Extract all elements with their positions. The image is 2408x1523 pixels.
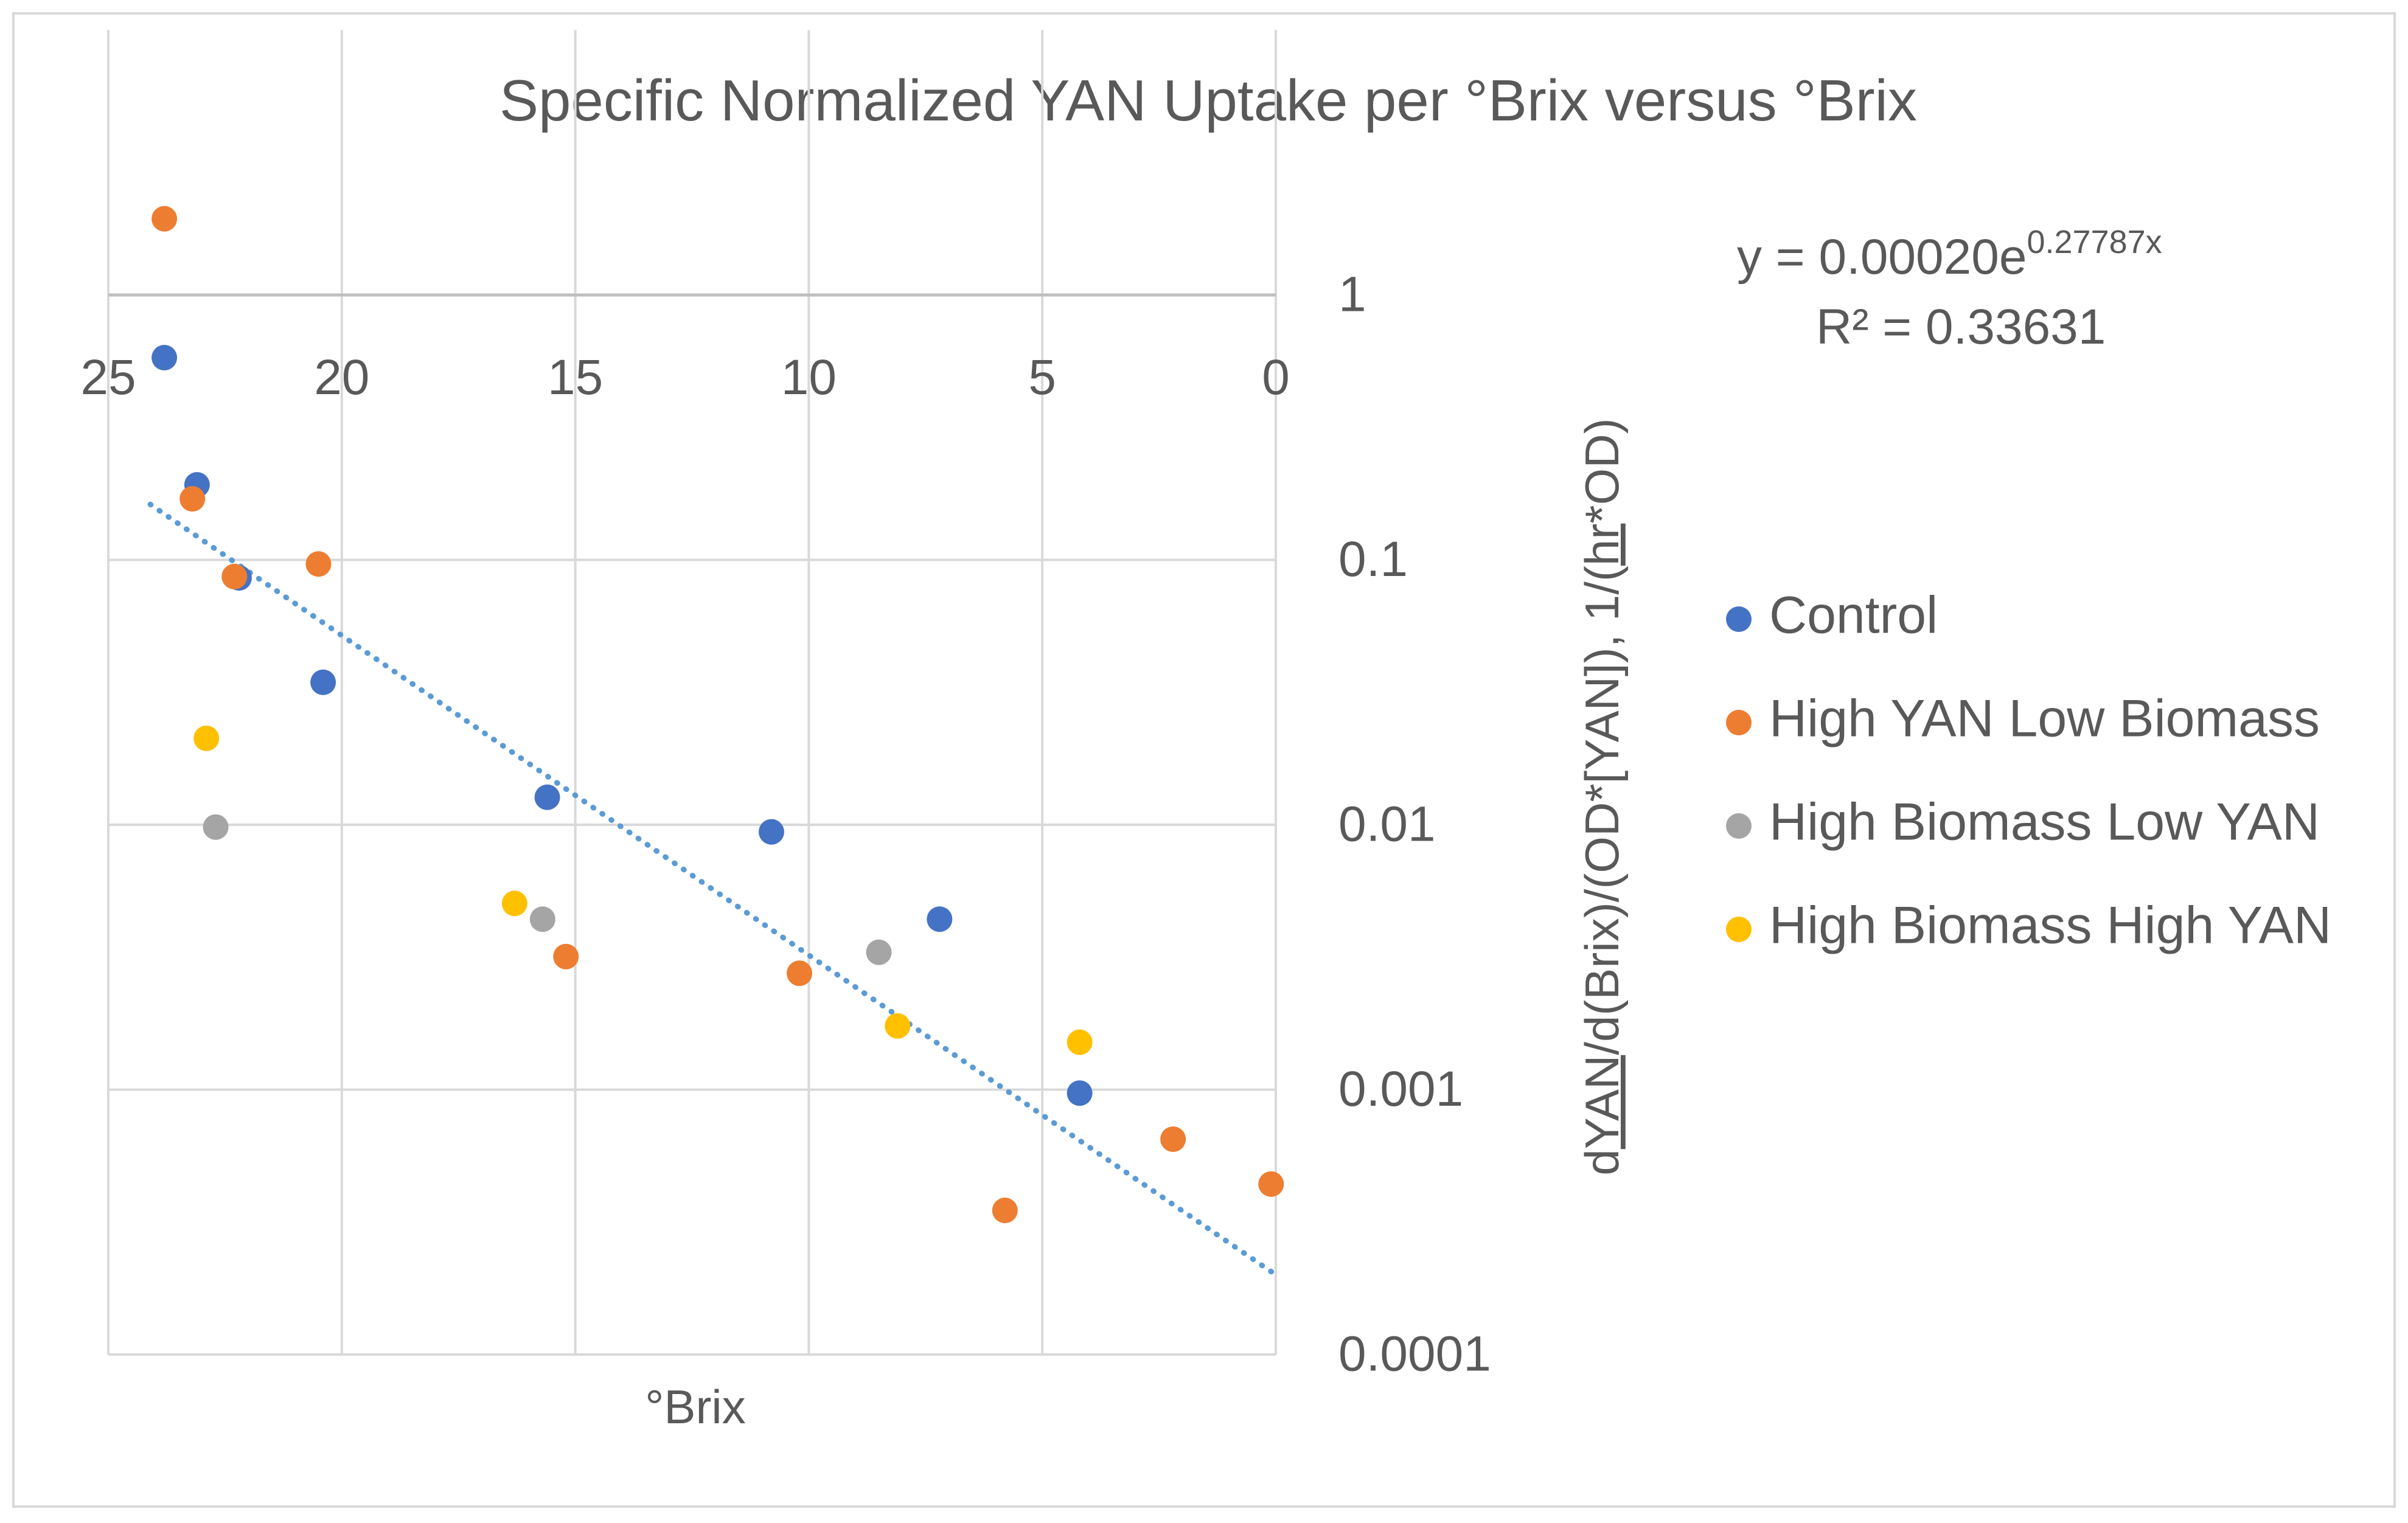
- point-series-0-4: [534, 784, 560, 810]
- svg-text:y = 0.00020e0.27787x: y = 0.00020e0.27787x: [1737, 224, 2162, 285]
- point-series-1-2: [221, 563, 248, 589]
- series-3: [193, 725, 1093, 1055]
- y-axis-label: dYAN/d(Brix)/(OD*[YAN]), 1/(hr*OD): [1575, 418, 1629, 1175]
- point-series-0-0: [151, 345, 178, 371]
- data-points: [151, 206, 1284, 1224]
- point-series-1-5: [787, 960, 813, 987]
- x-tick-label-0: 0: [1262, 350, 1290, 405]
- trendline-equation: y = 0.00020e0.27787x R² = 0.33631: [1737, 224, 2162, 355]
- x-tick-label-10: 10: [781, 350, 837, 405]
- y-axis-label-part-3: hr: [1575, 524, 1629, 566]
- y-axis-label-part-1: YAN: [1575, 1055, 1629, 1150]
- point-series-0-6: [927, 906, 953, 932]
- point-series-0-7: [1067, 1080, 1093, 1106]
- trendline-equation-exponent: 0.27787x: [2027, 224, 2162, 260]
- legend-label-0: Control: [1769, 586, 1938, 645]
- point-series-1-8: [1258, 1171, 1284, 1197]
- point-series-1-6: [992, 1198, 1018, 1224]
- point-series-1-7: [1160, 1126, 1186, 1152]
- legend-label-3: High Biomass High YAN: [1769, 897, 2331, 955]
- series-0: [151, 345, 1093, 1106]
- x-tick-label-15: 15: [548, 350, 603, 405]
- chart-border: [12, 12, 2396, 1508]
- chart-title: Specific Normalized YAN Uptake per °Brix…: [499, 68, 1917, 133]
- point-series-1-3: [305, 551, 332, 577]
- point-series-3-2: [885, 1013, 911, 1039]
- legend-marker-2: [1726, 813, 1752, 839]
- point-series-3-1: [501, 890, 527, 917]
- point-series-1-1: [179, 486, 206, 512]
- point-series-2-0: [203, 814, 229, 840]
- point-series-1-0: [151, 206, 178, 232]
- series-2: [203, 814, 892, 965]
- y-axis-label-part-4: *OD): [1575, 418, 1629, 523]
- trendline-r2: R² = 0.33631: [1816, 299, 2106, 355]
- y-tick-label-0.1: 0.1: [1338, 532, 1408, 587]
- legend-label-1: High YAN Low Biomass: [1769, 690, 2320, 748]
- y-tick-label-0.01: 0.01: [1338, 797, 1436, 852]
- x-tick-label-5: 5: [1028, 350, 1056, 405]
- legend: Control High YAN Low Biomass High Biomass …: [1726, 586, 2331, 955]
- y-axis-label-part-0: d: [1575, 1149, 1629, 1175]
- y-axis-label-part-2: /d(Brix)/(OD*[YAN]), 1/(: [1575, 566, 1629, 1055]
- y-tick-label-0.001: 0.001: [1338, 1061, 1463, 1117]
- series-1: [151, 206, 1284, 1224]
- x-tick-label-20: 20: [314, 350, 369, 405]
- y-tick-label-0.0001: 0.0001: [1338, 1327, 1491, 1382]
- point-series-2-2: [866, 939, 892, 965]
- point-series-0-5: [758, 819, 784, 845]
- point-series-3-0: [193, 725, 220, 751]
- legend-marker-1: [1726, 710, 1752, 735]
- legend-label-2: High Biomass Low YAN: [1769, 793, 2320, 852]
- x-tick-labels: 25 20 15 10 5 0: [80, 350, 1289, 405]
- x-tick-label-25: 25: [80, 350, 136, 405]
- legend-marker-0: [1726, 606, 1752, 632]
- x-axis-label: °Brix: [645, 1380, 746, 1434]
- legend-marker-3: [1726, 917, 1752, 942]
- point-series-3-3: [1067, 1029, 1093, 1055]
- point-series-0-3: [310, 669, 336, 695]
- trendline-equation-base: y = 0.00020e: [1737, 229, 2027, 285]
- y-tick-label-1: 1: [1338, 267, 1366, 322]
- point-series-1-4: [553, 943, 579, 970]
- trendline: [147, 501, 1279, 1278]
- y-tick-labels: 1 0.1 0.01 0.001 0.0001: [1338, 267, 1491, 1382]
- point-series-2-1: [529, 906, 555, 932]
